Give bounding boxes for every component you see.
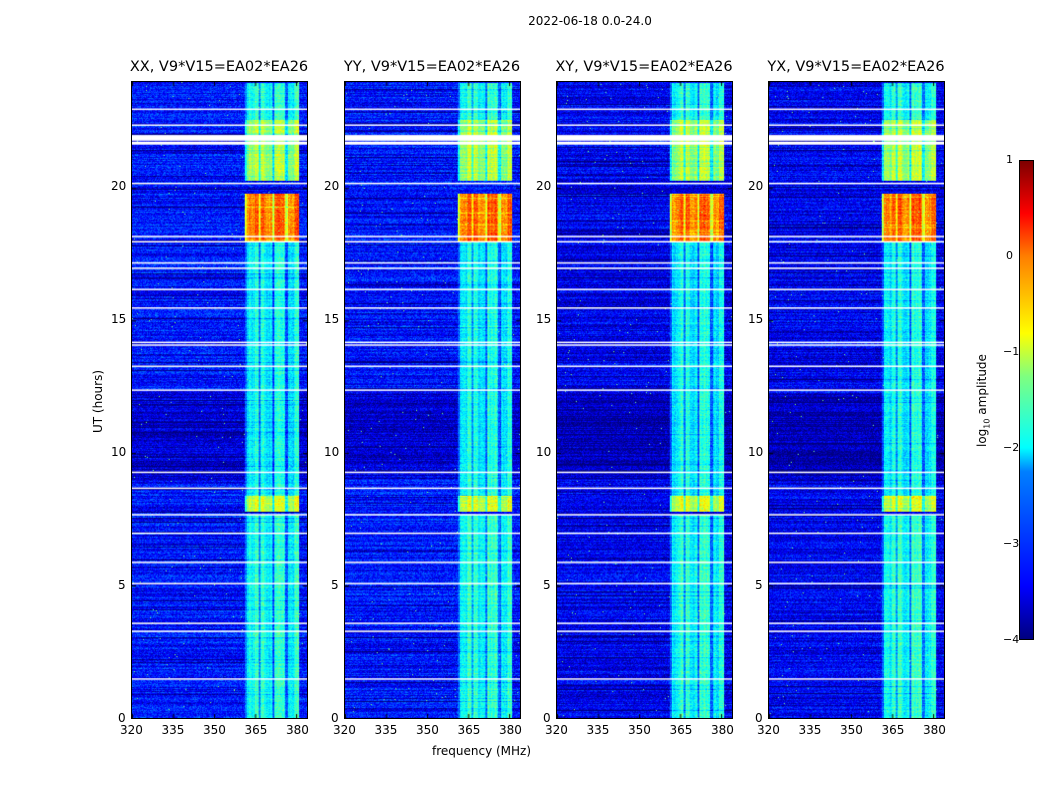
heatmap-panel bbox=[556, 81, 733, 719]
x-axis-label: frequency (MHz) bbox=[432, 744, 532, 758]
colorbar-label-log: log bbox=[975, 428, 989, 447]
panel-title: XY, V9*V15=EA02*EA26 bbox=[555, 59, 733, 75]
y-tick-label: 10 bbox=[324, 445, 340, 460]
x-tick-label: 350 bbox=[839, 723, 863, 737]
y-tick-label: 5 bbox=[755, 578, 763, 593]
y-tick-label: 20 bbox=[748, 179, 764, 194]
heatmap-panel bbox=[131, 81, 308, 719]
x-tick-label: 365 bbox=[457, 723, 481, 737]
y-tick-label: 15 bbox=[748, 312, 764, 327]
heatmap-cells bbox=[557, 82, 732, 718]
x-tick-label: 335 bbox=[798, 723, 822, 737]
x-tick-label: 365 bbox=[669, 723, 693, 737]
colorbar bbox=[1019, 160, 1034, 640]
y-tick-label: 15 bbox=[111, 312, 127, 327]
x-tick-label: 320 bbox=[120, 723, 143, 737]
x-tick-label: 320 bbox=[333, 723, 356, 737]
y-tick-label: 20 bbox=[111, 179, 127, 194]
heatmap-cells bbox=[345, 82, 520, 718]
x-tick-label: 350 bbox=[202, 723, 226, 737]
x-tick-label: 335 bbox=[161, 723, 185, 737]
y-tick-label: 10 bbox=[536, 445, 552, 460]
x-tick-label: 380 bbox=[710, 723, 734, 737]
x-tick-label: 350 bbox=[627, 723, 651, 737]
y-tick-label: 0 bbox=[755, 711, 763, 725]
x-tick-label: 335 bbox=[374, 723, 398, 737]
y-tick-label: 20 bbox=[536, 179, 552, 194]
figure-title: 2022-06-18 0.0-24.0 bbox=[528, 14, 652, 28]
y-tick-label: 10 bbox=[111, 445, 127, 460]
x-tick-label: 350 bbox=[415, 723, 439, 737]
x-tick-label: 335 bbox=[586, 723, 610, 737]
y-tick-label: 5 bbox=[118, 578, 126, 593]
x-tick-label: 365 bbox=[244, 723, 268, 737]
x-tick-label: 320 bbox=[545, 723, 568, 737]
y-tick-label: 5 bbox=[331, 578, 339, 593]
colorbar-tick-label: −3 bbox=[1003, 537, 1020, 550]
colorbar-tick-label: −2 bbox=[1003, 441, 1020, 454]
colorbar-tick-label: −1 bbox=[1003, 345, 1020, 358]
x-tick-label: 365 bbox=[881, 723, 905, 737]
colorbar-tick-label: 1 bbox=[1006, 153, 1013, 166]
colorbar-label-sub: 10 bbox=[982, 418, 992, 429]
y-tick-label: 15 bbox=[324, 312, 340, 327]
y-tick-label: 10 bbox=[748, 445, 764, 460]
x-tick-label: 380 bbox=[498, 723, 522, 737]
x-tick-label: 320 bbox=[757, 723, 780, 737]
y-tick-label: 0 bbox=[118, 711, 126, 725]
y-tick-label: 20 bbox=[324, 179, 340, 194]
x-tick-label: 380 bbox=[285, 723, 309, 737]
y-tick-label: 0 bbox=[543, 711, 551, 725]
panel-title: YY, V9*V15=EA02*EA26 bbox=[343, 59, 521, 75]
panel-title: YX, V9*V15=EA02*EA26 bbox=[767, 59, 945, 75]
x-tick-label: 380 bbox=[922, 723, 946, 737]
heatmap-cells bbox=[769, 82, 944, 718]
y-tick-label: 15 bbox=[536, 312, 552, 327]
y-axis-label: UT (hours) bbox=[91, 369, 105, 433]
y-tick-label: 0 bbox=[331, 711, 339, 725]
y-tick-label: 5 bbox=[543, 578, 551, 593]
panel-title: XX, V9*V15=EA02*EA26 bbox=[129, 59, 309, 75]
heatmap-cells bbox=[132, 82, 307, 718]
colorbar-tick-label: 0 bbox=[1006, 249, 1013, 262]
colorbar-label-rest: amplitude bbox=[975, 354, 989, 419]
heatmap-panel bbox=[344, 81, 521, 719]
heatmap-panel bbox=[768, 81, 945, 719]
colorbar-tick-label: −4 bbox=[1003, 633, 1020, 646]
colorbar-label: log10 amplitude bbox=[975, 354, 991, 447]
